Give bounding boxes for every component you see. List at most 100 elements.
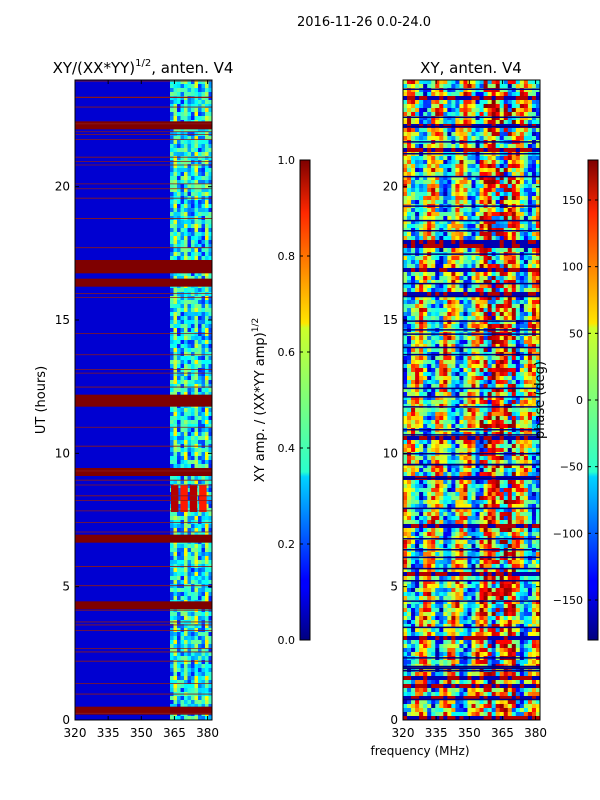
- heatmap-cell: [173, 328, 178, 333]
- heatmap-cell: [180, 688, 185, 693]
- phase-cell: [471, 172, 476, 177]
- phase-cell: [427, 164, 432, 169]
- heatmap-cell: [173, 684, 178, 689]
- heatmap-cell: [208, 644, 212, 649]
- phase-cell: [499, 164, 505, 169]
- heatmap-cell: [194, 160, 199, 165]
- phase-cell: [463, 416, 468, 421]
- phase-cell: [535, 284, 540, 289]
- phase-cell: [471, 372, 476, 377]
- heatmap-cell: [198, 208, 203, 213]
- phase-cell: [451, 148, 456, 153]
- heatmap-cell: [170, 352, 175, 357]
- heatmap-cell: [201, 384, 206, 389]
- phase-cell: [415, 312, 420, 317]
- heatmap-cell: [184, 80, 189, 85]
- phase-cell: [431, 136, 436, 141]
- left-y-tick-label: 5: [62, 580, 70, 594]
- heatmap-cell: [177, 360, 182, 365]
- phase-cell: [459, 260, 464, 265]
- phase-cell: [467, 276, 472, 281]
- phase-cell: [527, 168, 533, 173]
- heatmap-cell: [208, 440, 212, 445]
- phase-cell: [415, 104, 420, 109]
- heatmap-cell: [191, 560, 196, 565]
- phase-cell: [467, 164, 472, 169]
- phase-cell: [451, 400, 456, 405]
- phase-cell: [531, 180, 537, 185]
- phase-cell: [431, 288, 436, 293]
- heatmap-cell: [201, 420, 206, 425]
- phase-cell: [435, 256, 440, 261]
- phase-cell: [455, 176, 460, 181]
- heatmap-cell: [173, 348, 178, 353]
- phase-cell: [507, 248, 513, 253]
- heatmap-cell: [194, 144, 199, 149]
- phase-cell: [483, 112, 489, 117]
- heatmap-cell: [194, 612, 199, 617]
- heatmap-cell: [177, 480, 182, 485]
- phase-cell: [467, 368, 472, 373]
- phase-cell: [451, 92, 456, 97]
- phase-cell: [431, 224, 436, 229]
- phase-cell: [407, 416, 412, 421]
- phase-cell: [479, 108, 484, 113]
- phase-cell: [495, 128, 501, 133]
- phase-cell: [431, 384, 436, 389]
- phase-cell: [451, 172, 456, 177]
- phase-cell: [511, 340, 517, 345]
- phase-cell: [531, 356, 537, 361]
- heatmap-cell: [187, 624, 192, 629]
- phase-cell: [439, 380, 444, 385]
- phase-cell: [459, 360, 464, 365]
- phase-cell: [523, 216, 529, 221]
- phase-cell: [407, 80, 412, 85]
- heatmap-cell: [173, 232, 178, 237]
- phase-cell: [535, 344, 540, 349]
- heatmap-cell: [194, 684, 199, 689]
- phase-cell: [447, 88, 452, 93]
- phase-cell: [483, 300, 489, 305]
- heatmap-cell: [184, 232, 189, 237]
- phase-cell: [423, 248, 428, 253]
- phase-cell: [423, 372, 428, 377]
- heatmap-cell: [191, 516, 196, 521]
- phase-cell: [495, 104, 501, 109]
- phase-cell: [483, 176, 489, 181]
- heatmap-cell: [208, 372, 212, 377]
- phase-cell: [503, 192, 509, 197]
- phase-cell: [531, 264, 537, 269]
- phase-cell: [431, 304, 436, 309]
- phase-cell: [507, 164, 513, 169]
- heatmap-cell: [198, 104, 203, 109]
- heatmap-cell: [201, 636, 206, 641]
- heatmap-cell: [173, 144, 178, 149]
- phase-cell: [515, 348, 521, 353]
- phase-cell: [527, 100, 533, 105]
- heatmap-cell: [208, 148, 212, 153]
- heatmap-cell: [198, 232, 203, 237]
- phase-cell: [499, 200, 505, 205]
- heatmap-cell: [205, 336, 210, 341]
- phase-cell: [439, 148, 444, 153]
- heatmap-cell: [205, 252, 210, 257]
- phase-cell: [475, 264, 480, 269]
- phase-cell: [431, 308, 436, 313]
- phase-cell: [443, 236, 448, 241]
- heatmap-cell: [198, 560, 203, 565]
- heatmap-cell: [194, 128, 199, 133]
- phase-cell: [423, 108, 428, 113]
- phase-cell: [495, 280, 501, 285]
- heatmap-cell: [205, 100, 210, 105]
- phase-cell: [487, 344, 493, 349]
- phase-cell: [503, 356, 509, 361]
- phase-cell: [531, 132, 537, 137]
- phase-cell: [443, 280, 448, 285]
- phase-cell: [447, 272, 452, 277]
- heatmap-cell: [173, 184, 178, 189]
- heatmap-cell: [191, 424, 196, 429]
- phase-cell: [523, 348, 529, 353]
- phase-cell: [415, 176, 420, 181]
- phase-cell: [471, 324, 476, 329]
- heatmap-cell: [201, 320, 206, 325]
